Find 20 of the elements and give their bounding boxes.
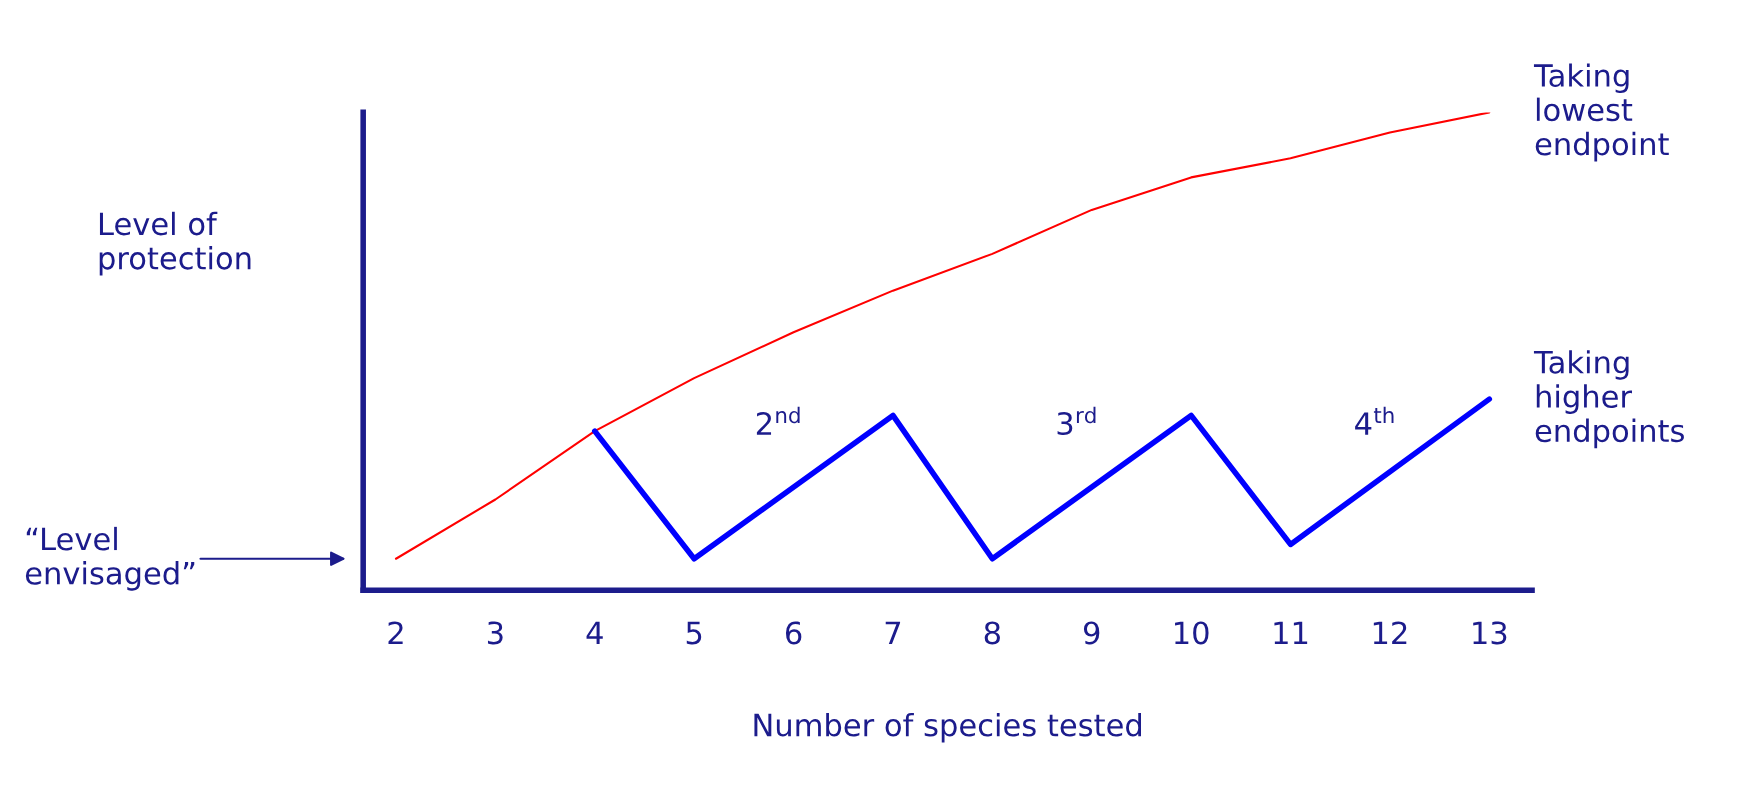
series-label: Taking higher endpoints: [1533, 350, 1684, 449]
x-tick-label: 7: [885, 621, 901, 645]
y-axis-title: Level of protection: [99, 211, 251, 276]
x-axis-title: Number of species tested: [754, 712, 1141, 743]
x-tick-label: 4: [586, 621, 603, 645]
x-tick-label: 5: [686, 621, 702, 645]
series-label: Taking lowest endpoint: [1533, 63, 1669, 162]
x-tick-label: 12: [1373, 621, 1407, 645]
x-tick-label: 13: [1473, 621, 1507, 645]
x-tick-label: 3: [487, 621, 503, 645]
x-tick-label: 11: [1274, 621, 1308, 645]
x-tick-label: 6: [785, 621, 802, 645]
annotation: 3$^{rd}$: [1057, 406, 1096, 436]
x-tick-label: 10: [1175, 621, 1209, 645]
x-tick-label: 8: [984, 621, 1000, 645]
annotation: 4$^{th}$: [1355, 406, 1394, 435]
x-tick-label: 9: [1083, 621, 1100, 645]
annotation: 2$^{nd}$: [756, 406, 800, 435]
text: “Level envisaged”: [25, 526, 195, 591]
x-tick-label: 2: [388, 621, 403, 645]
